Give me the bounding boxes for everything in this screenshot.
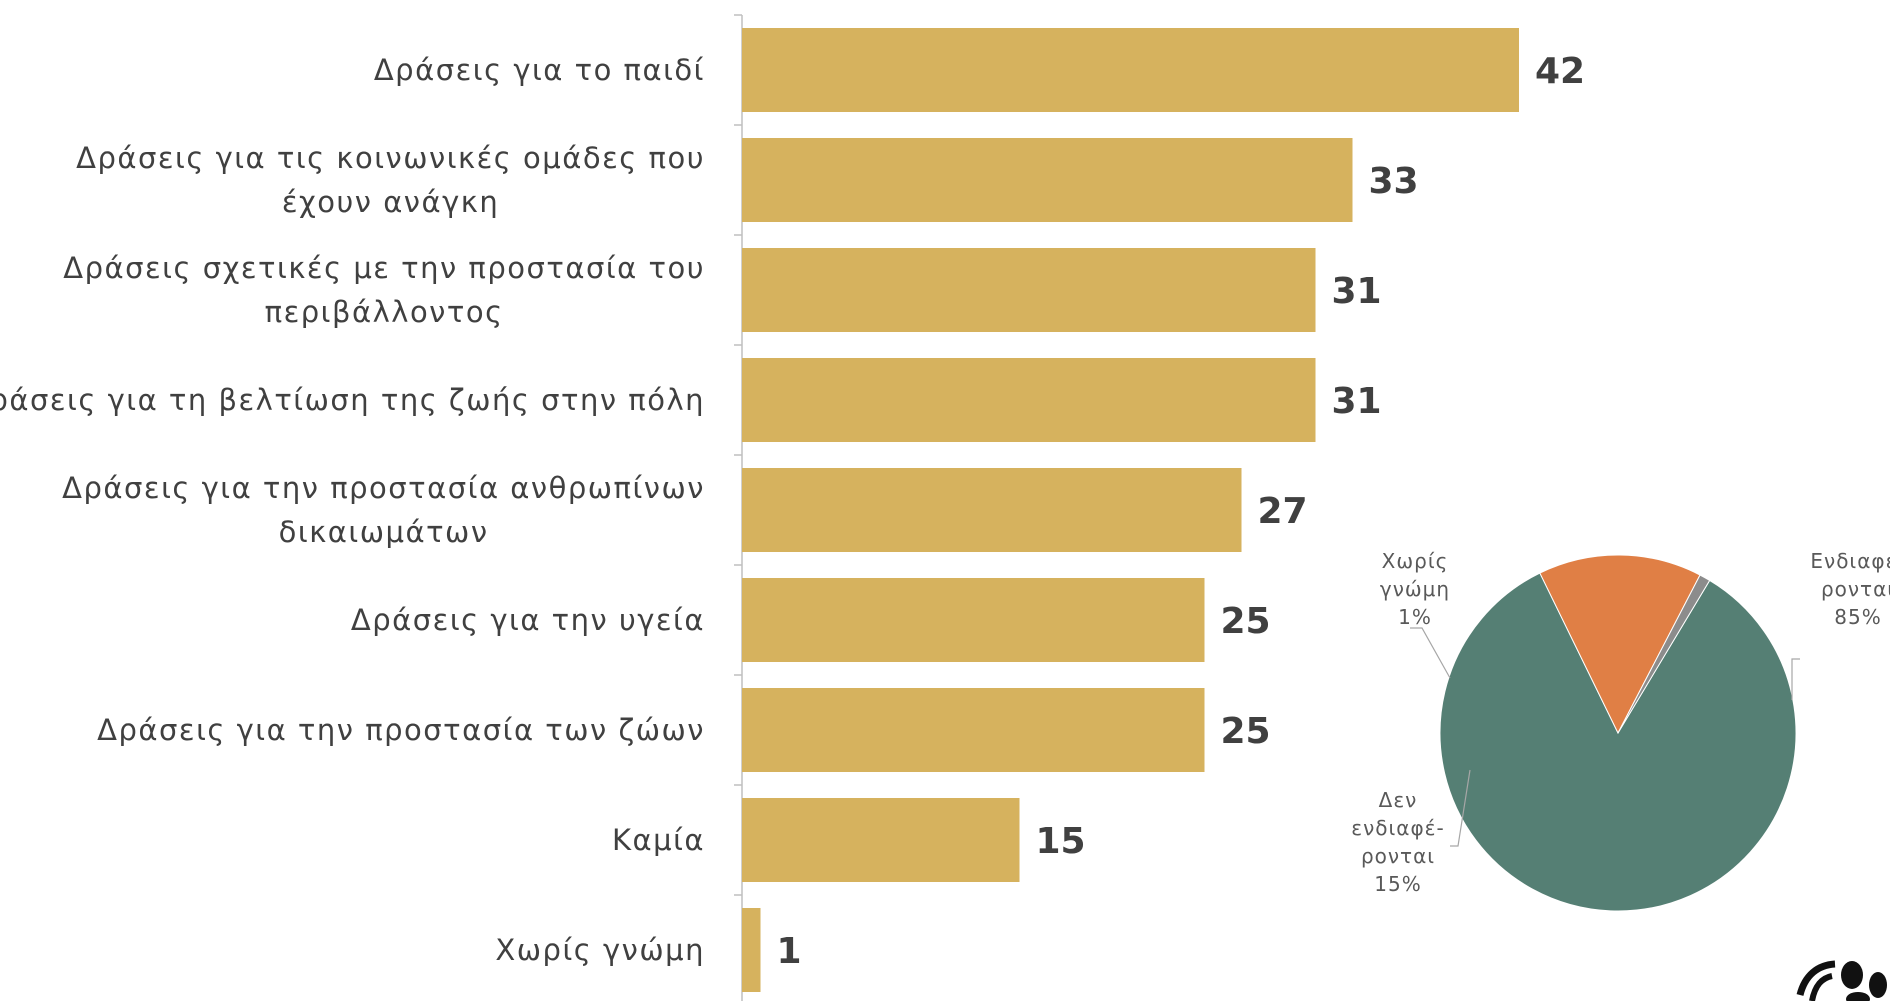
bar [742,248,1316,332]
leader-line [1791,658,1800,700]
pie-label: 15% [1374,872,1421,896]
pie-label: Ενδιαφέ- [1810,549,1890,573]
category-label: έχουν ανάγκη [282,185,499,219]
bar [742,688,1205,772]
pie-label: Χωρίς [1382,549,1449,573]
category-label: Δράσεις σχετικές με την προστασία του [63,251,705,285]
category-label: Δράσεις για την υγεία [351,603,705,637]
category-label: Δράσεις για τις κοινωνικές ομάδες που [76,141,705,175]
bar [742,28,1519,112]
pie-label: Δεν [1379,788,1418,812]
pie-label: 85% [1834,605,1881,629]
category-label: Χωρίς γνώμη [495,933,705,967]
bar [742,798,1020,882]
pie-label: 1% [1398,605,1432,629]
category-label: Δράσεις για τη βελτίωση της ζωής στην πό… [0,383,705,417]
data-label: 31 [1332,381,1382,422]
pie-slice [1539,554,1701,735]
data-label: 1 [777,931,802,972]
category-label: περιβάλλοντος [265,295,504,329]
category-label: Δράσεις για την προστασία των ζώων [97,713,705,747]
data-label: 33 [1369,161,1419,202]
bar [742,358,1316,442]
pie-label: γνώμη [1380,577,1450,601]
leader-line [1450,769,1471,847]
data-label: 25 [1221,711,1271,752]
data-label: 25 [1221,601,1271,642]
panda-logo-icon [1796,960,1887,1001]
data-label: 27 [1258,491,1308,532]
category-label: δικαιωμάτων [279,515,489,549]
bar [742,468,1242,552]
leader-line [1410,627,1451,679]
pie-label: ενδιαφέ- [1351,816,1444,840]
pie-label: ρονται [1361,844,1435,868]
bar-chart: 42 Δράσεις για το παιδί 33 Δράσεις για τις … [0,14,1585,1001]
data-label: 42 [1535,51,1585,92]
data-label: 31 [1332,271,1382,312]
bar [742,908,761,992]
bar [742,578,1205,662]
pie-chart: Ενδιαφέ-ρονται 85% Δεν ενδιαφέ-ρονται 15% Χωρ… [1351,549,1890,912]
category-label: Δράσεις για την προστασία ανθρωπίνων [62,471,705,505]
category-label: Καμία [612,823,705,857]
category-label: Δράσεις για το παιδί [374,53,705,87]
data-label: 15 [1036,821,1086,862]
pie-slice [1617,574,1711,734]
bar [742,138,1353,222]
pie-label: ρονται [1821,577,1890,601]
